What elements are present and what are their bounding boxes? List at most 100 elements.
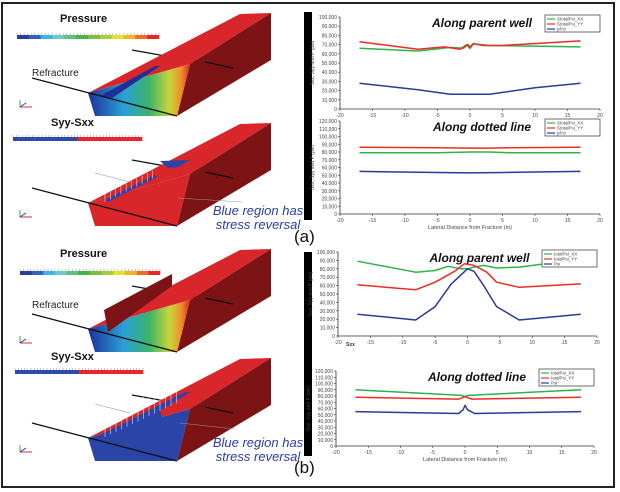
legend — [544, 14, 601, 33]
stress-block-front-face — [88, 174, 190, 226]
y-tick-label: 0 — [334, 212, 337, 218]
pressure-colorbar-segment — [17, 35, 30, 39]
axis-triad-icon — [19, 212, 27, 218]
x-tick-label: 15 — [559, 450, 565, 456]
y-tick-label: 70,000 — [322, 43, 338, 49]
y-axis-label: Sxx, Syy and P (psi) — [308, 271, 314, 316]
series-line-Psi — [355, 404, 582, 415]
legend — [541, 249, 598, 268]
x-tick-label: 5 — [501, 113, 504, 119]
dotted-line-pointer — [94, 172, 131, 183]
stress-reversal-note: Blue region has stress reversal — [208, 436, 308, 464]
pressure-colorbar-segment — [43, 271, 56, 275]
annotation: Sxx — [346, 342, 355, 348]
x-tick-label: -15 — [365, 450, 372, 456]
legend-entry: Psi — [551, 381, 557, 386]
stress-reversal-note: Blue region has stress reversal — [208, 204, 308, 232]
axis-triad-icon — [19, 102, 27, 108]
pressure-colorbar-segment — [88, 35, 101, 39]
pressure-colorbar-segment — [20, 271, 32, 275]
stress-colorbar-segment — [130, 370, 144, 374]
stress-colorbar-segment — [27, 370, 41, 374]
x-tick-label: -20 — [336, 218, 343, 224]
y-tick-label: 80,000 — [320, 267, 336, 273]
y-tick-label: 90,000 — [322, 142, 338, 148]
x-tick-label: 0 — [469, 218, 472, 224]
pressure-colorbar-segment — [64, 35, 77, 39]
pressure-colorbar-segment — [40, 35, 53, 39]
pressure-colorbar-segment — [148, 271, 161, 275]
series-line-totalPsi_YY — [355, 395, 582, 400]
y-tick-label: 40,000 — [320, 300, 336, 306]
x-tick-label: 20 — [597, 113, 603, 119]
stress-colorbar-segment — [15, 370, 29, 374]
panel-b-bar — [304, 252, 312, 456]
series-line-totalPsi_XX — [355, 389, 582, 398]
y-tick-label: 110,000 — [315, 375, 333, 381]
y-tick-label: 0 — [330, 444, 333, 450]
x-tick-label: -10 — [397, 450, 404, 456]
y-tick-label: 70,000 — [320, 275, 336, 281]
wellbore-line — [31, 77, 178, 117]
stress-colorbar-segment — [53, 370, 67, 374]
legend — [538, 368, 595, 387]
panel-b-label: (b) — [294, 458, 315, 477]
pressure-colorbar-segment — [113, 271, 126, 275]
stress-colorbar-segment — [77, 137, 91, 141]
x-tick-label: 10 — [532, 113, 538, 119]
wellbore-line — [31, 187, 178, 227]
y-tick-label: 90,000 — [320, 258, 336, 264]
stress-colorbar-segment — [104, 370, 118, 374]
x-tick-label: 10 — [527, 450, 533, 456]
axis-triad-icon — [19, 447, 27, 453]
y-tick-label: 50,000 — [320, 292, 336, 298]
x-tick-label: 5 — [498, 340, 501, 346]
y-tick-label: 50,000 — [318, 413, 334, 419]
y-tick-label: 60,000 — [322, 52, 338, 58]
legend-entry: StotalPsi_XX — [557, 17, 583, 22]
y-tick-label: 40,000 — [322, 70, 338, 76]
x-tick-label: 0 — [466, 340, 469, 346]
pressure-title: Pressure — [60, 248, 108, 260]
x-tick-label: 20 — [597, 218, 603, 224]
legend-entry: pPsi — [557, 27, 566, 32]
syy-sxx-title: Syy-Sxx — [51, 117, 94, 129]
stress-colorbar-segment — [103, 137, 117, 141]
y-tick-label: 0 — [332, 334, 335, 340]
stress-colorbar-segment — [13, 137, 27, 141]
stress-colorbar-segment — [40, 370, 54, 374]
chart-2: 0 10,000 20,000 30,000 40,000 50,000 60,000 70,… — [308, 249, 600, 348]
stress-reversal-region — [160, 160, 190, 168]
stress-block-side-face — [177, 358, 271, 461]
pressure-colorbar-segment — [135, 35, 148, 39]
chart-0: 0 10,000 20,000 30,000 40,000 50,000 60,000 70,… — [310, 14, 603, 119]
pressure-colorbar-segment — [31, 271, 44, 275]
stress-colorbar-segment — [79, 370, 93, 374]
chart-3: 010,00020,00030,00040,00050,00060,00070,… — [306, 368, 597, 463]
pressure-colorbar-segment — [52, 35, 65, 39]
dotted-line-pointer — [94, 403, 131, 414]
x-tick-label: 10 — [532, 218, 538, 224]
pressure-colorbar-segment — [123, 35, 136, 39]
pressure-colorbar-segment — [136, 271, 149, 275]
note-line: stress reversal — [215, 449, 301, 464]
pressure-colorbar-segment — [66, 271, 79, 275]
x-tick-label: 5 — [501, 218, 504, 224]
stress-reversal-region — [104, 175, 157, 202]
y-tick-label: 40,000 — [318, 419, 334, 425]
note-pointer — [179, 422, 236, 430]
stress-colorbar-segment — [64, 137, 78, 141]
x-tick-label: -10 — [401, 113, 408, 119]
x-tick-label: 15 — [562, 340, 568, 346]
y-tick-label: 60,000 — [322, 166, 338, 172]
refracture-zone — [100, 66, 160, 98]
y-tick-label: 80,000 — [322, 150, 338, 156]
y-tick-label: 10,000 — [320, 326, 336, 332]
x-tick-label: 0 — [469, 113, 472, 119]
y-tick-label: 100,000 — [315, 382, 333, 388]
legend-entry: Psi — [554, 262, 560, 267]
legend-entry: StotalPsi_YY — [557, 126, 583, 131]
legend-entry: totalPsi_XX — [551, 371, 574, 376]
x-tick-label: 15 — [565, 218, 571, 224]
stress-block-side-face — [177, 123, 271, 226]
